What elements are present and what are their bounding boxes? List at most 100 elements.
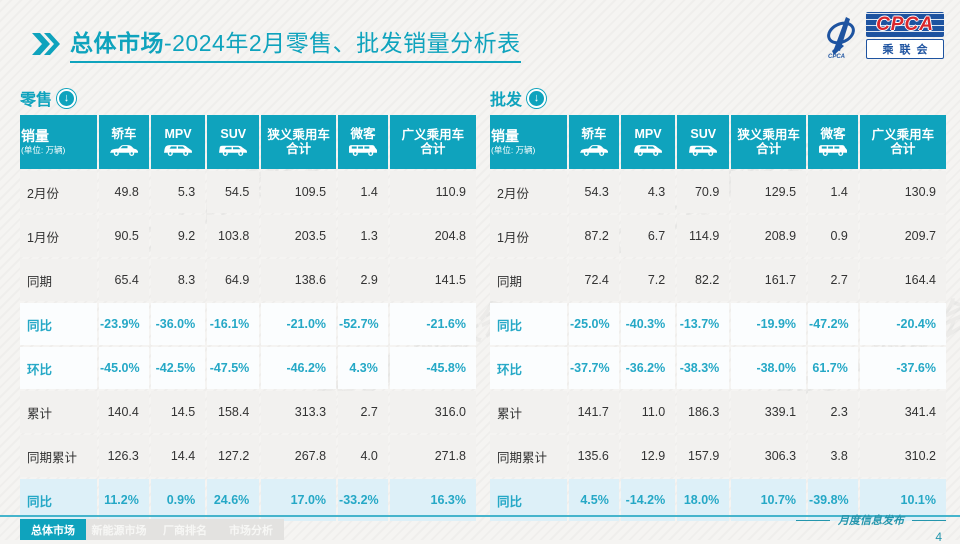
table-row: 同比 4.5% -14.2% 18.0% 10.7% -39.8% 10.1% — [490, 479, 946, 521]
cell-value: -38.3% — [677, 347, 730, 389]
cell-value: 141.5 — [389, 259, 476, 301]
table-row: 1月份 90.5 9.2 103.8 203.5 1.3 204.8 — [20, 215, 476, 257]
cell-value: 82.2 — [677, 259, 730, 301]
publication-note: 月度信息发布 — [796, 512, 946, 528]
corner-header: 销量 (单位: 万辆) — [20, 115, 98, 169]
cell-value: 65.4 — [99, 259, 149, 301]
cell-value: 208.9 — [731, 215, 807, 257]
suv-icon — [216, 143, 250, 157]
cpca-logo-chinese: 乘联会 — [866, 39, 944, 59]
cell-value: -38.0% — [731, 347, 807, 389]
cell-value: 1.3 — [338, 215, 388, 257]
cell-value: 114.9 — [677, 215, 730, 257]
tables-area: 零售 ↓ 销量 (单位: 万辆) 轿车 MPV SUV 狭义乘用车 合计 微客 广义乘用车 合… — [18, 86, 948, 523]
cell-value: 90.5 — [99, 215, 149, 257]
table-row: 1月份 87.2 6.7 114.9 208.9 0.9 209.7 — [490, 215, 946, 257]
page-header: 总体市场-2024年2月零售、批发销量分析表 — [30, 24, 521, 63]
cell-value: -39.8% — [808, 479, 858, 521]
cell-value: 3.8 — [808, 435, 858, 477]
cell-value: 61.7% — [808, 347, 858, 389]
cell-value: -16.1% — [207, 303, 260, 345]
cell-value: 12.9 — [620, 435, 676, 477]
mpv-icon — [631, 143, 665, 157]
cell-value: -45.0% — [99, 347, 149, 389]
table-row: 环比 -45.0% -42.5% -47.5% -46.2% 4.3% -45.8% — [20, 347, 476, 389]
cpca-logo-acronym: CPCA — [866, 12, 944, 37]
cell-value: 11.0 — [620, 391, 676, 433]
row-label: 2月份 — [490, 171, 568, 213]
cell-value: 209.7 — [859, 215, 946, 257]
footer-tab[interactable]: 厂商排名 — [163, 524, 207, 537]
cell-value: 109.5 — [261, 171, 337, 213]
cell-value: 306.3 — [731, 435, 807, 477]
cell-value: 130.9 — [859, 171, 946, 213]
cell-value: 310.2 — [859, 435, 946, 477]
cell-value: 7.2 — [620, 259, 676, 301]
mpv-icon — [161, 143, 195, 157]
cell-value: 4.3 — [620, 171, 676, 213]
column-label: 狭义乘用车 合计 — [737, 127, 800, 156]
column-label: SUV — [220, 126, 247, 141]
cell-value: -40.3% — [620, 303, 676, 345]
table-row: 同比 11.2% 0.9% 24.6% 17.0% -33.2% 16.3% — [20, 479, 476, 521]
dash-left — [796, 519, 830, 521]
table-row: 累计 140.4 14.5 158.4 313.3 2.7 316.0 — [20, 391, 476, 433]
cell-value: 4.0 — [338, 435, 388, 477]
cell-value: -25.0% — [569, 303, 619, 345]
cell-value: 186.3 — [677, 391, 730, 433]
cell-value: -14.2% — [620, 479, 676, 521]
cell-value: 54.3 — [569, 171, 619, 213]
footer-tab[interactable]: 总体市场 — [20, 519, 86, 540]
corner-label: 销量 — [21, 128, 49, 145]
cell-value: 158.4 — [207, 391, 260, 433]
footer-tab[interactable]: 新能源市场 — [91, 524, 147, 537]
cell-value: -13.7% — [677, 303, 730, 345]
cell-value: 87.2 — [569, 215, 619, 257]
cell-value: 9.2 — [150, 215, 206, 257]
publication-note-text: 月度信息发布 — [838, 515, 904, 527]
column-label: 微客 — [820, 126, 846, 141]
cell-value: 140.4 — [99, 391, 149, 433]
column-label: 微客 — [350, 126, 376, 141]
corner-label: 销量 — [491, 128, 519, 145]
cell-value: 267.8 — [261, 435, 337, 477]
row-label: 同比 — [20, 479, 98, 521]
cell-value: 138.6 — [261, 259, 337, 301]
column-header: 狭义乘用车 合计 — [261, 115, 337, 169]
column-label: 狭义乘用车 合计 — [267, 127, 330, 156]
minibus-icon — [816, 143, 850, 157]
suv-icon — [686, 143, 720, 157]
cell-value: 204.8 — [389, 215, 476, 257]
row-label: 环比 — [20, 347, 98, 389]
wholesale-label: 批发 — [490, 92, 523, 109]
page-title-bold: 总体市场 — [70, 30, 164, 56]
column-label: SUV — [690, 126, 717, 141]
cell-value: -42.5% — [150, 347, 206, 389]
table-row: 同比 -25.0% -40.3% -13.7% -19.9% -47.2% -20.4% — [490, 303, 946, 345]
cell-value: 271.8 — [389, 435, 476, 477]
cpca-swoosh-icon: CPCA — [827, 16, 855, 59]
table-row: 同期 72.4 7.2 82.2 161.7 2.7 164.4 — [490, 259, 946, 301]
page-number: 4 — [935, 530, 942, 544]
minibus-icon — [346, 143, 380, 157]
cell-value: 341.4 — [859, 391, 946, 433]
cpca-logo: CPCA CPCA 乘联会 — [820, 12, 944, 59]
cell-value: -37.7% — [569, 347, 619, 389]
page-title-rest: -2024年2月零售、批发销量分析表 — [164, 30, 521, 56]
cell-value: 0.9% — [150, 479, 206, 521]
row-label: 同比 — [20, 303, 98, 345]
cell-value: 2.7 — [808, 259, 858, 301]
cell-value: -47.5% — [207, 347, 260, 389]
footer-tab[interactable]: 市场分析 — [229, 524, 273, 537]
cell-value: 10.1% — [859, 479, 946, 521]
svg-text:CPCA: CPCA — [828, 54, 845, 59]
cell-value: 1.4 — [808, 171, 858, 213]
row-label: 环比 — [490, 347, 568, 389]
cell-value: 8.3 — [150, 259, 206, 301]
cell-value: 2.7 — [338, 391, 388, 433]
data-table: 销量 (单位: 万辆) 轿车 MPV SUV 狭义乘用车 合计 微客 广义乘用车 合计 2月份 4… — [18, 113, 478, 523]
row-label: 同期累计 — [490, 435, 568, 477]
cell-value: 141.7 — [569, 391, 619, 433]
row-label: 累计 — [20, 391, 98, 433]
cell-value: 157.9 — [677, 435, 730, 477]
